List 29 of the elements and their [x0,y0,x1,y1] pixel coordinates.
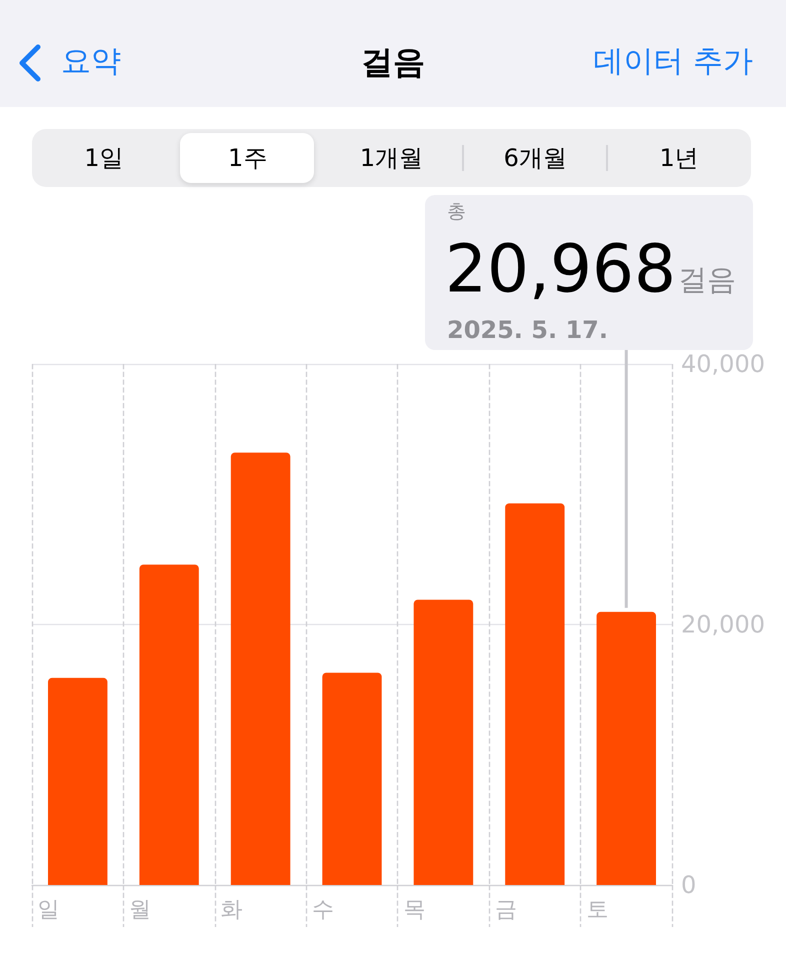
text: 데이터 추가 [593,43,753,81]
text: 1주 [227,143,268,174]
x-tick-label: 화 [220,898,243,922]
x-tick-label: 월 [129,898,152,922]
text: 2025. 5. 17. [447,316,608,344]
text: 1일 [83,143,125,174]
bar [505,503,565,885]
text: 요약 [61,43,121,81]
text: 1개월 [358,143,424,174]
bar [414,600,474,885]
x-tick-label: 목 [403,898,426,922]
y-tick-label: 0 [681,871,696,899]
text: 1년 [658,143,700,174]
text: 걸음 [678,262,736,296]
x-tick-label: 수 [312,898,334,922]
y-tick-label: 40,000 [681,350,765,378]
x-tick-label: 금 [494,898,517,922]
bar [322,672,382,885]
text: 총 [447,200,466,222]
x-tick-label: 토 [586,898,608,922]
bar [48,678,108,885]
text: 20,968 [445,230,676,308]
y-tick-label: 20,000 [681,610,765,638]
text: 6개월 [502,143,568,174]
x-tick-label: 일 [38,898,60,922]
bar [230,452,290,885]
bar [139,564,199,885]
bar [596,612,656,885]
chart-title: 걸음 [361,43,425,81]
